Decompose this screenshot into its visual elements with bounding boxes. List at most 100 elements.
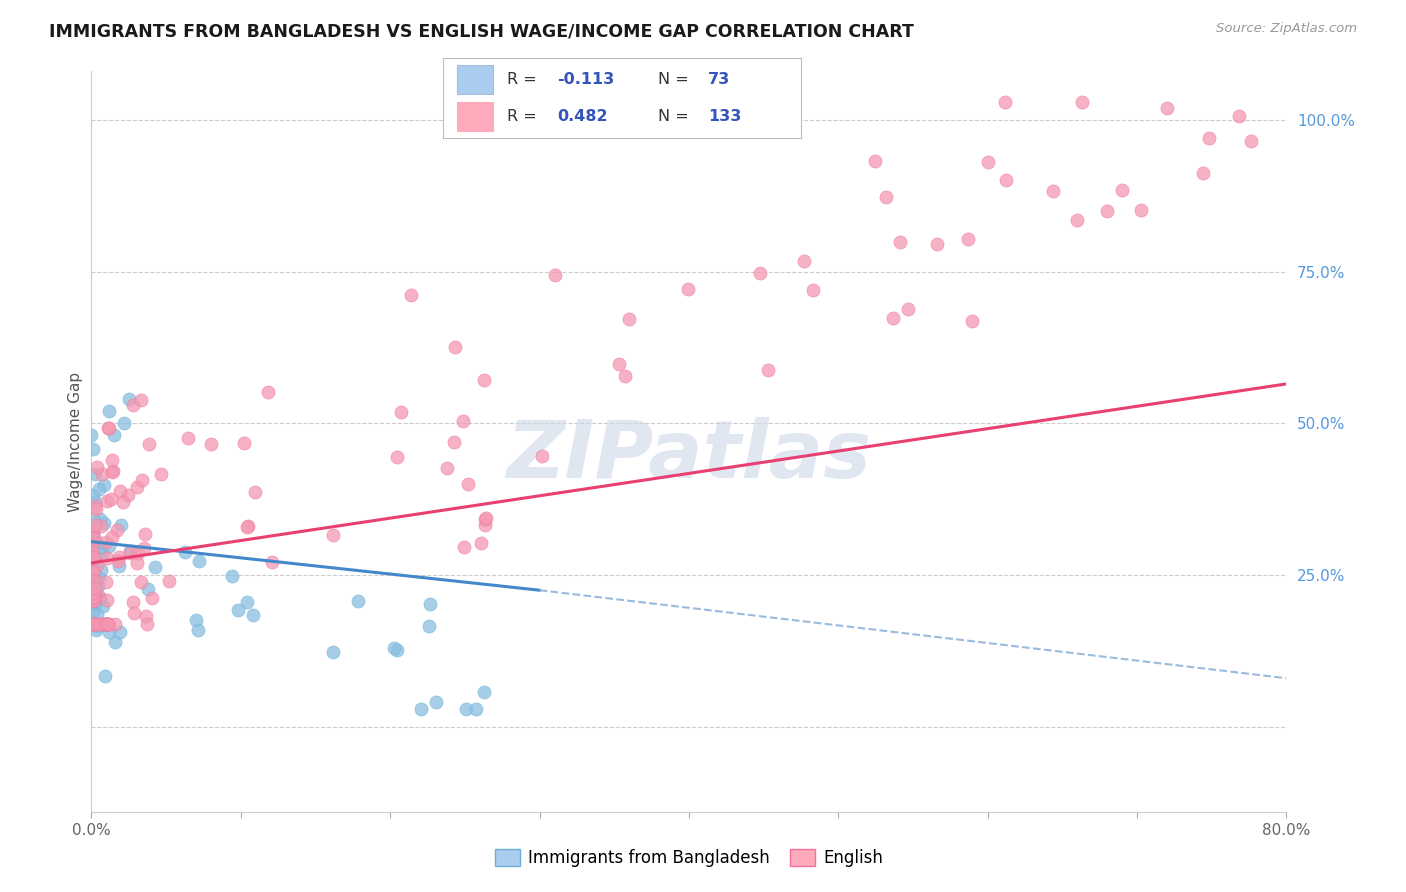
Point bbox=[976, 155, 998, 169]
Point bbox=[103, 428, 125, 442]
Point bbox=[83, 495, 105, 509]
Point bbox=[387, 643, 409, 657]
Point bbox=[138, 436, 160, 450]
Point bbox=[110, 518, 132, 533]
Point bbox=[425, 694, 447, 708]
Point bbox=[143, 559, 166, 574]
Point bbox=[86, 459, 108, 474]
Point bbox=[121, 595, 143, 609]
Point bbox=[80, 566, 103, 580]
Point bbox=[135, 608, 157, 623]
Point bbox=[80, 428, 103, 442]
Point bbox=[793, 253, 815, 268]
Point bbox=[232, 436, 254, 450]
Point bbox=[94, 669, 117, 683]
Point bbox=[200, 436, 222, 450]
Point bbox=[226, 603, 249, 617]
Point bbox=[1240, 134, 1263, 148]
Point bbox=[108, 625, 131, 640]
Text: N =: N = bbox=[658, 72, 695, 87]
Point bbox=[83, 591, 105, 605]
Point bbox=[108, 559, 131, 574]
Point bbox=[84, 616, 107, 631]
Text: N =: N = bbox=[658, 109, 695, 124]
Point bbox=[419, 597, 441, 611]
Point bbox=[82, 616, 104, 631]
Point bbox=[141, 591, 163, 606]
Point bbox=[82, 546, 104, 560]
Point bbox=[127, 546, 149, 560]
Point bbox=[443, 434, 465, 449]
Point bbox=[97, 616, 120, 631]
Text: R =: R = bbox=[508, 109, 543, 124]
Point bbox=[347, 593, 370, 607]
Point bbox=[470, 536, 492, 550]
Point bbox=[436, 461, 458, 475]
Point bbox=[678, 282, 700, 296]
Point bbox=[80, 591, 103, 606]
Point bbox=[994, 95, 1017, 109]
Point bbox=[132, 541, 155, 555]
Point bbox=[129, 574, 152, 589]
Point bbox=[1191, 166, 1213, 180]
Point bbox=[960, 314, 983, 328]
Point bbox=[174, 545, 197, 559]
Point bbox=[157, 574, 180, 588]
Point bbox=[474, 518, 496, 533]
Point bbox=[100, 466, 122, 480]
Point bbox=[90, 563, 112, 577]
Point bbox=[530, 450, 553, 464]
Point bbox=[1042, 184, 1064, 198]
Point bbox=[188, 554, 211, 568]
Point bbox=[322, 528, 344, 542]
Text: 133: 133 bbox=[709, 109, 741, 124]
Point bbox=[82, 559, 104, 574]
Y-axis label: Wage/Income Gap: Wage/Income Gap bbox=[67, 371, 83, 512]
Point bbox=[96, 616, 118, 631]
Bar bbox=[457, 103, 494, 131]
Point bbox=[108, 483, 131, 498]
Point bbox=[84, 582, 107, 596]
Point bbox=[82, 522, 104, 536]
Point bbox=[245, 485, 267, 500]
Point bbox=[98, 404, 121, 418]
Point bbox=[882, 311, 904, 326]
Point bbox=[897, 302, 920, 317]
Point bbox=[96, 550, 118, 565]
Point bbox=[875, 189, 897, 203]
Point bbox=[749, 266, 772, 280]
Point bbox=[97, 421, 120, 435]
Point bbox=[82, 569, 104, 583]
Point bbox=[80, 561, 103, 575]
Point bbox=[260, 555, 283, 569]
Point bbox=[607, 357, 630, 371]
Point bbox=[1156, 101, 1178, 115]
Point bbox=[456, 701, 478, 715]
Point bbox=[82, 550, 104, 565]
Text: 0.482: 0.482 bbox=[558, 109, 609, 124]
Point bbox=[83, 572, 105, 586]
Point bbox=[89, 591, 111, 605]
Point bbox=[242, 608, 264, 623]
Point bbox=[112, 417, 135, 431]
Point bbox=[80, 527, 103, 541]
Point bbox=[382, 640, 405, 655]
Point bbox=[97, 616, 120, 631]
Point bbox=[409, 701, 432, 715]
Point bbox=[97, 421, 120, 435]
Point bbox=[418, 619, 440, 633]
Point bbox=[83, 499, 105, 513]
Point bbox=[82, 591, 104, 605]
Point bbox=[82, 616, 104, 631]
Point bbox=[98, 539, 121, 553]
Point bbox=[96, 494, 118, 508]
Point bbox=[118, 546, 141, 560]
Point bbox=[1227, 109, 1250, 123]
Point bbox=[107, 554, 129, 568]
Point bbox=[83, 467, 105, 482]
Point bbox=[82, 488, 104, 502]
Text: -0.113: -0.113 bbox=[558, 72, 614, 87]
Point bbox=[184, 613, 207, 627]
Point bbox=[84, 517, 107, 532]
Point bbox=[801, 284, 824, 298]
